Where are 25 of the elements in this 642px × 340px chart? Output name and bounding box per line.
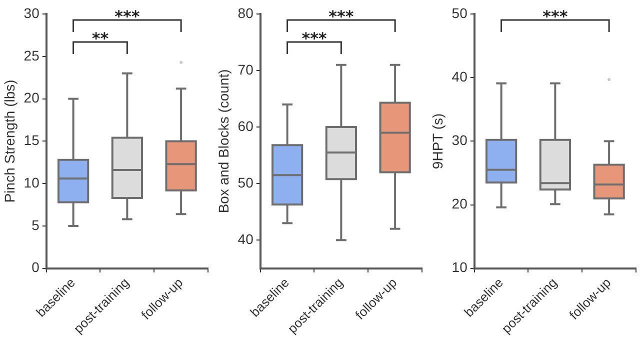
y-tick-label: 80 bbox=[238, 4, 254, 21]
y-tick-label: 50 bbox=[452, 4, 468, 21]
annotation: *** bbox=[542, 7, 568, 26]
y-axis-title: Box and Blocks (count) bbox=[215, 69, 232, 214]
y-tick-label: 60 bbox=[238, 118, 254, 134]
y-tick-label: 10 bbox=[452, 259, 468, 276]
y-tick-label: 10 bbox=[24, 174, 40, 190]
y-tick-label: 30 bbox=[452, 132, 468, 148]
y-tick-label: 15 bbox=[24, 132, 40, 148]
y-tick-label: 50 bbox=[238, 174, 254, 190]
y-tick-label: 40 bbox=[238, 230, 254, 247]
y-tick-label: 30 bbox=[24, 4, 40, 21]
annotation: *** bbox=[302, 29, 328, 48]
annotation: *** bbox=[114, 7, 140, 26]
y-tick-label: 5 bbox=[32, 216, 40, 233]
y-axis-title: Pinch Strength (lbs) bbox=[1, 80, 18, 203]
y-tick-label: 40 bbox=[452, 68, 468, 84]
y-tick-label: 70 bbox=[238, 61, 254, 78]
y-tick-label: 0 bbox=[32, 259, 40, 276]
y-tick-label: 20 bbox=[24, 90, 40, 106]
annotation: *** bbox=[328, 7, 354, 26]
y-tick-label: 20 bbox=[452, 196, 468, 212]
y-axis-title: 9HPT (s) bbox=[429, 113, 446, 170]
annotation: ** bbox=[92, 29, 110, 48]
y-tick-label: 25 bbox=[24, 47, 40, 64]
